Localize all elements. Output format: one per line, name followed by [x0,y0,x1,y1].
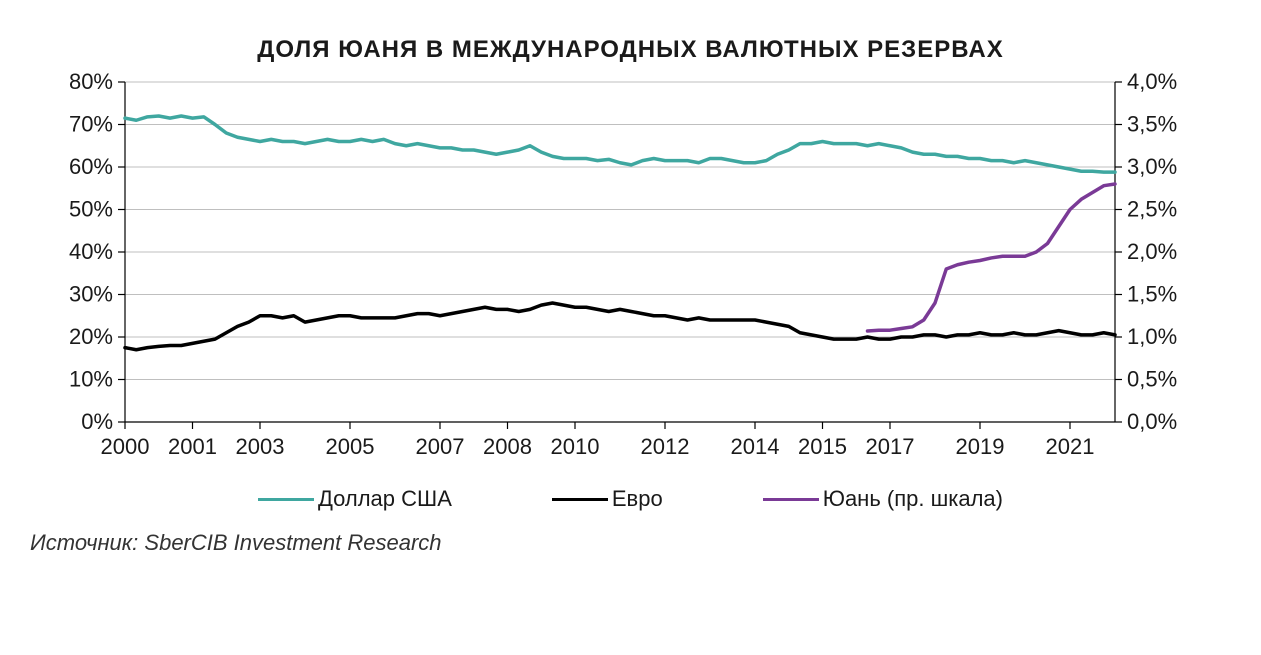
svg-text:60%: 60% [69,154,113,179]
svg-text:10%: 10% [69,367,113,392]
svg-text:40%: 40% [69,239,113,264]
svg-text:2007: 2007 [416,434,465,459]
chart-title: ДОЛЯ ЮАНЯ В МЕЖДУНАРОДНЫХ ВАЛЮТНЫХ РЕЗЕР… [30,36,1231,64]
svg-text:2019: 2019 [956,434,1005,459]
svg-text:0,5%: 0,5% [1127,367,1177,392]
legend-swatch-cny [763,498,819,501]
legend: Доллар США Евро Юань (пр. шкала) [30,486,1231,512]
legend-label-eur: Евро [612,486,663,512]
svg-text:2000: 2000 [101,434,150,459]
svg-text:1,5%: 1,5% [1127,282,1177,307]
svg-text:2010: 2010 [551,434,600,459]
legend-item-cny: Юань (пр. шкала) [763,486,1003,512]
svg-text:2012: 2012 [641,434,690,459]
svg-text:50%: 50% [69,197,113,222]
svg-text:3,5%: 3,5% [1127,112,1177,137]
legend-swatch-usd [258,498,314,501]
legend-label-usd: Доллар США [318,486,452,512]
svg-text:70%: 70% [69,112,113,137]
svg-text:80%: 80% [69,72,113,94]
svg-text:2001: 2001 [168,434,217,459]
svg-text:3,0%: 3,0% [1127,154,1177,179]
svg-text:2015: 2015 [798,434,847,459]
line-chart-svg: 0% 10% 20% 30% 40% 50% 60% 70% 80% 0,0% 0,5% 1,0% 1,… [30,72,1210,472]
svg-text:30%: 30% [69,282,113,307]
svg-text:2,0%: 2,0% [1127,239,1177,264]
chart-area: 0% 10% 20% 30% 40% 50% 60% 70% 80% 0,0% 0,5% 1,0% 1,… [30,72,1231,472]
svg-text:20%: 20% [69,324,113,349]
svg-text:4,0%: 4,0% [1127,72,1177,94]
legend-swatch-eur [552,498,608,501]
svg-text:2003: 2003 [236,434,285,459]
svg-text:0,0%: 0,0% [1127,409,1177,434]
legend-label-cny: Юань (пр. шкала) [823,486,1003,512]
svg-text:2,5%: 2,5% [1127,197,1177,222]
svg-text:2017: 2017 [866,434,915,459]
svg-text:0%: 0% [81,409,113,434]
source-label: Источник: SberCIB Investment Research [30,530,1231,556]
svg-text:2005: 2005 [326,434,375,459]
svg-text:2021: 2021 [1046,434,1095,459]
legend-item-eur: Евро [552,486,663,512]
legend-item-usd: Доллар США [258,486,452,512]
svg-text:1,0%: 1,0% [1127,324,1177,349]
svg-text:2008: 2008 [483,434,532,459]
svg-text:2014: 2014 [731,434,780,459]
